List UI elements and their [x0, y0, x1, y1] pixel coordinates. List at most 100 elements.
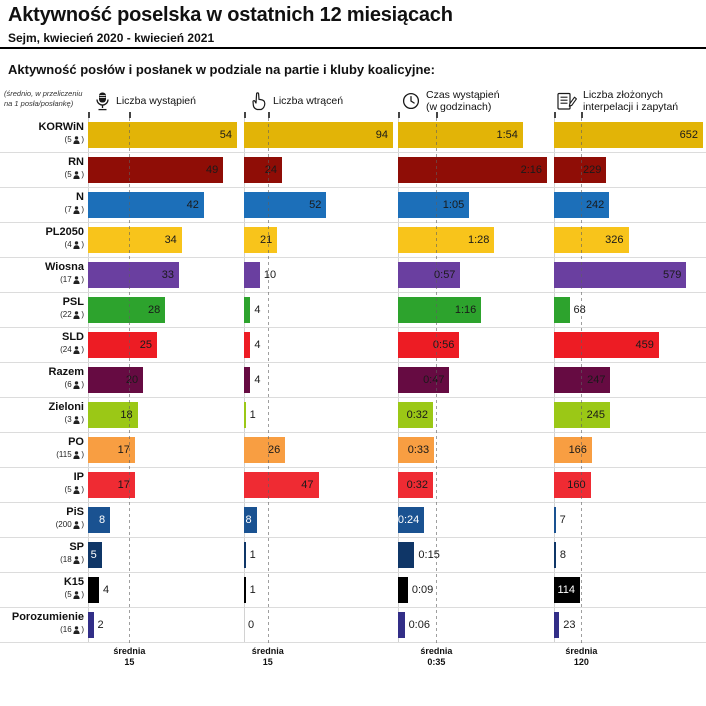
party-name: SP — [69, 541, 84, 553]
axis-tick — [267, 112, 270, 118]
bar-value: 20 — [125, 374, 139, 386]
party-members: (17 ) — [0, 275, 84, 285]
party-name: PO — [68, 436, 84, 448]
column-header-speech-time: Czas wystąpień (w godzinach) — [402, 84, 500, 118]
bar-value: 23 — [563, 619, 576, 631]
bar-value: 0:56 — [432, 339, 455, 351]
bar-value: 114 — [557, 584, 576, 596]
bar-value: 166 — [568, 444, 587, 456]
chart-row-n: N (7 ) 42 52 1:05 242 — [0, 188, 706, 223]
member-count-close: ) — [81, 624, 84, 634]
bar-value: 245 — [586, 409, 605, 421]
chart-row-po: PO (115 ) 17 26 0:33 166 — [0, 433, 706, 468]
bar-interpelacje-wiosna: 579 — [554, 262, 687, 288]
member-count-close: ) — [81, 449, 84, 459]
column-headers: (średnio, w przeliczeniu na 1 posła/posł… — [0, 84, 706, 118]
bar-value: 4 — [254, 339, 261, 351]
party-members: (6 ) — [0, 380, 84, 390]
bar-wystapienia-wiosna: 33 — [88, 262, 180, 288]
bar-czas-sp — [398, 542, 415, 568]
party-name: SLD — [62, 331, 84, 343]
bar-wystapienia-psl: 28 — [88, 297, 166, 323]
bar-interpelacje-sld: 459 — [554, 332, 659, 358]
column-header-interpellations: Liczba złożonych interpelacji i zapytań — [557, 84, 678, 118]
chart-row-rn: RN (5 ) 49 24 2:16 229 — [0, 153, 706, 188]
bar-wtracenia-n: 52 — [244, 192, 327, 218]
average-label-czas: średnia 0:35 — [406, 646, 466, 669]
average-label-wtracenia: średnia 15 — [238, 646, 298, 669]
row-label: K15 (5 ) — [0, 576, 84, 599]
average-caption: średnia — [113, 646, 146, 656]
bar-czas-pis: 0:24 — [398, 507, 425, 533]
party-name: Porozumienie — [11, 611, 84, 623]
party-name: PiS — [66, 506, 84, 518]
member-count: (115 — [56, 449, 73, 459]
microphone-icon — [96, 92, 109, 110]
bar-value: 0:09 — [411, 584, 434, 596]
party-name: RN — [68, 156, 84, 168]
person-icon — [73, 485, 80, 494]
row-label: KORWiN (5 ) — [0, 121, 84, 144]
column-header-interpellations-label-2: interpelacji i zapytań — [583, 101, 679, 113]
party-name: IP — [73, 471, 84, 483]
member-count: (5 — [64, 134, 73, 144]
person-icon — [73, 170, 80, 179]
chart-row-pis: PiS (200 ) 8 8 0:24 7 — [0, 503, 706, 538]
chart-row-zieloni: Zieloni (3 ) 18 1 0:32 245 — [0, 398, 706, 433]
column-header-speeches-label: Liczba wystąpień — [116, 94, 196, 107]
header-divider — [0, 47, 706, 49]
party-members: (5 ) — [0, 590, 84, 600]
bar-value: 47 — [301, 479, 314, 491]
row-label: PO (115 ) — [0, 436, 84, 459]
bar-czas-zieloni: 0:32 — [398, 402, 434, 428]
axis-tick — [581, 112, 584, 118]
average-label-interpelacje: średnia 120 — [551, 646, 611, 669]
person-icon — [73, 590, 80, 599]
bar-interpelacje-k15: 114 — [554, 577, 581, 603]
bar-interpelacje-psl — [554, 297, 570, 323]
bar-value: 247 — [587, 374, 606, 386]
party-members: (5 ) — [0, 135, 84, 145]
bar-wtracenia-pis: 8 — [244, 507, 257, 533]
averages-footer: średnia 15 średnia 15 średnia 0:35 średnia 120 — [0, 646, 706, 676]
bar-wystapienia-po: 17 — [88, 437, 135, 463]
row-label: PiS (200 ) — [0, 506, 84, 529]
column-header-interjections: Liczba wtrąceń — [251, 84, 343, 118]
column-header-speeches: Liczba wystąpień — [95, 84, 196, 118]
member-count: (200 — [55, 519, 73, 529]
average-value: 0:35 — [427, 657, 446, 668]
bar-wystapienia-porozumienie — [88, 612, 94, 638]
per-member-footnote: (średnio, w przeliczeniu na 1 posła/posł… — [4, 89, 83, 108]
member-count-close: ) — [81, 134, 84, 144]
bar-value: 7 — [559, 514, 566, 526]
party-name: Razem — [48, 366, 84, 378]
bar-value: 2 — [97, 619, 104, 631]
bar-czas-razem: 0:47 — [398, 367, 450, 393]
bar-value: 0:32 — [406, 409, 429, 421]
person-icon — [73, 275, 80, 284]
bar-czas-korwin: 1:54 — [398, 122, 523, 148]
person-icon — [73, 450, 80, 459]
chart-row-k15: K15 (5 ) 4 1 0:09 114 — [0, 573, 706, 608]
party-members: (115 ) — [0, 450, 84, 460]
party-members: (22 ) — [0, 310, 84, 320]
bar-wtracenia-wiosna — [244, 262, 260, 288]
bar-wystapienia-korwin: 54 — [88, 122, 237, 148]
member-count: (17 — [60, 274, 73, 284]
bar-czas-psl: 1:16 — [398, 297, 482, 323]
bar-value: 0:47 — [423, 374, 445, 386]
person-icon — [73, 310, 80, 319]
average-line-interpelacje — [581, 118, 583, 643]
bar-wystapienia-sp: 5 — [88, 542, 102, 568]
column-header-speech-time-label-2: (w godzinach) — [426, 101, 492, 113]
bar-value: 0:32 — [406, 479, 429, 491]
person-icon — [73, 555, 80, 564]
row-label: PSL (22 ) — [0, 296, 84, 319]
party-members: (16 ) — [0, 625, 84, 635]
member-count: (3 — [64, 414, 73, 424]
bar-value: 1 — [249, 584, 256, 596]
bar-value: 94 — [375, 129, 388, 141]
bar-interpelacje-pl2050: 326 — [554, 227, 629, 253]
member-count-close: ) — [81, 484, 84, 494]
party-members: (3 ) — [0, 415, 84, 425]
